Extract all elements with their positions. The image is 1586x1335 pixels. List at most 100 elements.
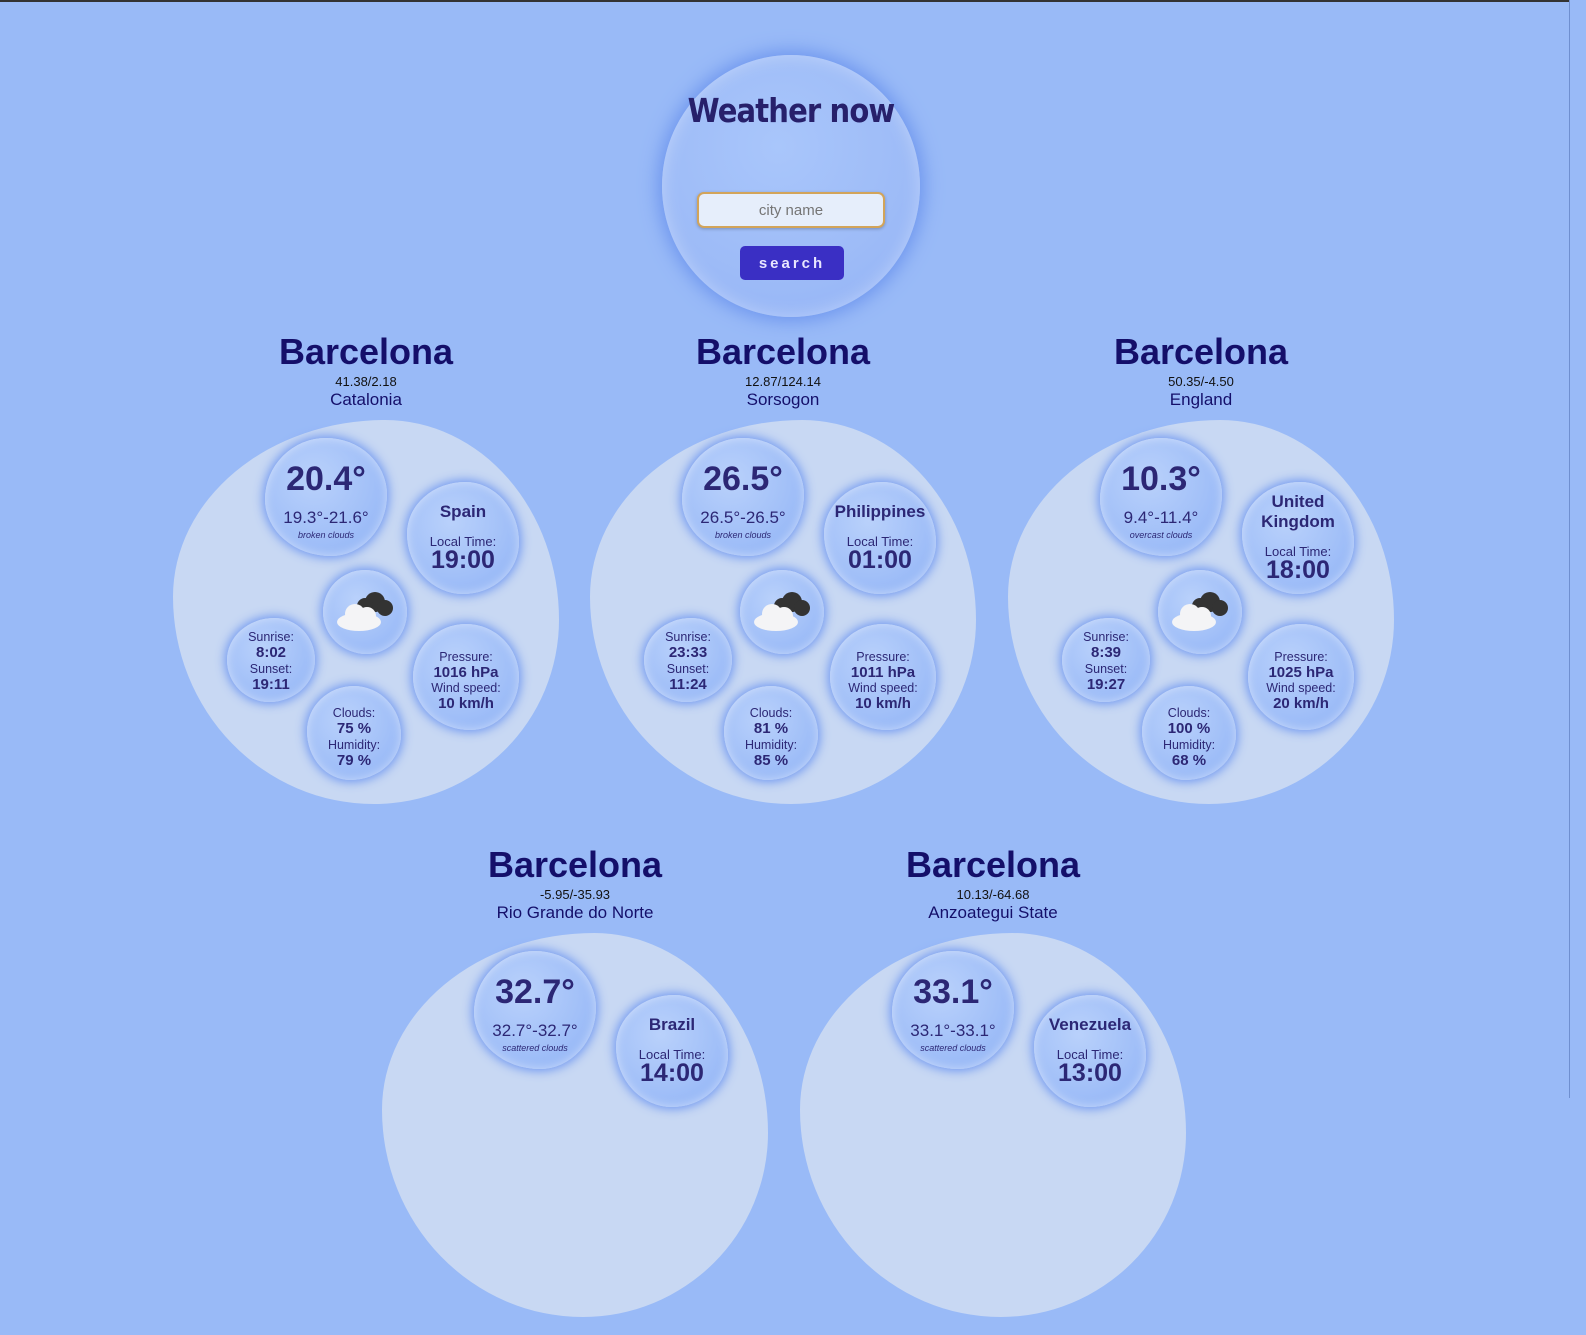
city-coords: 50.35/-4.50: [1168, 374, 1234, 389]
country-name: Brazil: [648, 1015, 696, 1034]
local-time-label: Local Time:: [638, 1047, 706, 1062]
local-time-label: Local Time:: [429, 534, 497, 549]
city-region: England: [1169, 390, 1233, 409]
clouds-bubble: Clouds: 75 % Humidity: 79 %: [307, 686, 401, 780]
sunrise-label: Sunrise:: [665, 630, 711, 644]
country-bubble: Venezuela Local Time: 13:00: [1034, 995, 1146, 1107]
temperature: 26.5°: [703, 460, 783, 498]
city-region: Anzoategui State: [928, 903, 1058, 922]
temperature-bubble: 26.5° 26.5°-26.5° broken clouds: [682, 438, 804, 556]
window-top-border: [0, 0, 1586, 2]
weather-icon-bubble: [323, 570, 407, 654]
temperature-bubble: 32.7° 32.7°-32.7° scattered clouds: [474, 951, 596, 1069]
humidity-value: 79 %: [336, 752, 372, 769]
clouds-value: 75 %: [336, 720, 372, 737]
city-region: Rio Grande do Norte: [496, 903, 654, 922]
city-card: Barcelona 10.13/-64.68 Anzoategui State …: [800, 845, 1186, 1335]
local-time-label: Local Time:: [846, 534, 914, 549]
country-name: Philippines: [834, 502, 926, 521]
weather-icon-bubble: [740, 570, 824, 654]
temperature-range: 32.7°-32.7°: [492, 1021, 578, 1040]
weather-panel: 20.4° 19.3°-21.6° broken clouds Spain Lo…: [173, 420, 559, 804]
wind-value: 10 km/h: [855, 695, 911, 712]
temperature-bubble: 10.3° 9.4°-11.4° overcast clouds: [1100, 438, 1222, 556]
pressure-bubble: Pressure: 1016 hPa Wind speed: 10 km/h: [413, 624, 519, 730]
pressure-bubble: Pressure: 1011 hPa Wind speed: 10 km/h: [830, 624, 936, 730]
broken-clouds-icon: [754, 592, 810, 631]
weather-icon-bubble: [1158, 570, 1242, 654]
sunset-time: 19:27: [1086, 676, 1126, 693]
sun-bubble: Sunrise: 23:33 Sunset: 11:24: [644, 618, 732, 702]
country-name: Venezuela: [1048, 1015, 1132, 1034]
temperature-range: 19.3°-21.6°: [283, 508, 369, 527]
weather-panel: 10.3° 9.4°-11.4° overcast clouds United …: [1008, 420, 1394, 804]
weather-description: overcast clouds: [1129, 530, 1193, 540]
sunset-time: 11:24: [669, 676, 707, 693]
clouds-label: Clouds:: [1167, 706, 1211, 720]
country-bubble: Spain Local Time: 19:00: [407, 482, 519, 594]
country-name: Spain: [439, 502, 487, 521]
clouds-value: 81 %: [753, 720, 789, 737]
clouds-label: Clouds:: [749, 706, 793, 720]
temperature: 10.3°: [1121, 460, 1201, 498]
clouds-label: Clouds:: [332, 706, 376, 720]
sunrise-time: 8:02: [255, 644, 287, 661]
city-region: Sorsogon: [746, 390, 820, 409]
sunset-label: Sunset:: [666, 662, 710, 676]
humidity-label: Humidity:: [744, 738, 798, 752]
local-time: 19:00: [431, 546, 495, 574]
local-time-label: Local Time:: [1056, 1047, 1124, 1062]
city-card: Barcelona 12.87/124.14 Sorsogon 26.5° 26…: [590, 332, 976, 822]
humidity-value: 68 %: [1171, 752, 1207, 769]
city-coords: -5.95/-35.93: [539, 887, 611, 902]
sunset-label: Sunset:: [249, 662, 293, 676]
clouds-value: 100 %: [1167, 720, 1211, 737]
window-right-edge: [1569, 0, 1586, 1098]
sun-bubble: Sunrise: 8:02 Sunset: 19:11: [227, 618, 315, 702]
local-time: 13:00: [1058, 1059, 1122, 1087]
app-title: Weather now: [687, 91, 896, 130]
country-bubble: Philippines Local Time: 01:00: [824, 482, 936, 594]
weather-description: broken clouds: [297, 530, 355, 540]
weather-panel: 32.7° 32.7°-32.7° scattered clouds Brazi…: [382, 933, 768, 1317]
city-coords: 12.87/124.14: [745, 374, 821, 389]
pressure-label: Pressure:: [1274, 650, 1328, 664]
local-time: 01:00: [848, 546, 912, 574]
sunset-label: Sunset:: [1084, 662, 1128, 676]
sun-bubble: Sunrise: 8:39 Sunset: 19:27: [1062, 618, 1150, 702]
temperature-range: 33.1°-33.1°: [910, 1021, 996, 1040]
city-name: Barcelona: [695, 331, 871, 372]
wind-label: Wind speed:: [431, 681, 501, 695]
temperature-bubble: 20.4° 19.3°-21.6° broken clouds: [265, 438, 387, 556]
wind-label: Wind speed:: [848, 681, 918, 695]
city-name: Barcelona: [905, 844, 1081, 885]
humidity-label: Humidity:: [1162, 738, 1216, 752]
country-name: United Kingdom: [1261, 492, 1335, 531]
city-card: Barcelona -5.95/-35.93 Rio Grande do Nor…: [382, 845, 768, 1335]
country-bubble: United Kingdom Local Time: 18:00: [1242, 482, 1354, 594]
humidity-label: Humidity:: [327, 738, 381, 752]
local-time-label: Local Time:: [1264, 544, 1332, 559]
pressure-value: 1025 hPa: [1268, 664, 1334, 681]
pressure-label: Pressure:: [439, 650, 493, 664]
weather-panel: 26.5° 26.5°-26.5° broken clouds Philippi…: [590, 420, 976, 804]
sunrise-label: Sunrise:: [1083, 630, 1129, 644]
sunset-time: 19:11: [252, 676, 290, 693]
clouds-bubble: Clouds: 100 % Humidity: 68 %: [1142, 686, 1236, 780]
city-search-input[interactable]: [697, 192, 885, 228]
city-coords: 10.13/-64.68: [956, 887, 1030, 902]
clouds-bubble: Clouds: 81 % Humidity: 85 %: [724, 686, 818, 780]
humidity-value: 85 %: [753, 752, 789, 769]
temperature-range: 26.5°-26.5°: [700, 508, 786, 527]
overcast-clouds-icon: [1172, 592, 1228, 631]
city-name: Barcelona: [487, 844, 663, 885]
city-region: Catalonia: [330, 390, 402, 409]
temperature: 32.7°: [495, 973, 575, 1011]
weather-description: broken clouds: [714, 530, 772, 540]
city-card: Barcelona 50.35/-4.50 England 10.3° 9.4°…: [1008, 332, 1394, 822]
pressure-label: Pressure:: [856, 650, 910, 664]
city-coords: 41.38/2.18: [335, 374, 397, 389]
pressure-value: 1011 hPa: [850, 664, 916, 681]
weather-description: scattered clouds: [502, 1043, 568, 1053]
search-button[interactable]: search: [740, 246, 844, 280]
